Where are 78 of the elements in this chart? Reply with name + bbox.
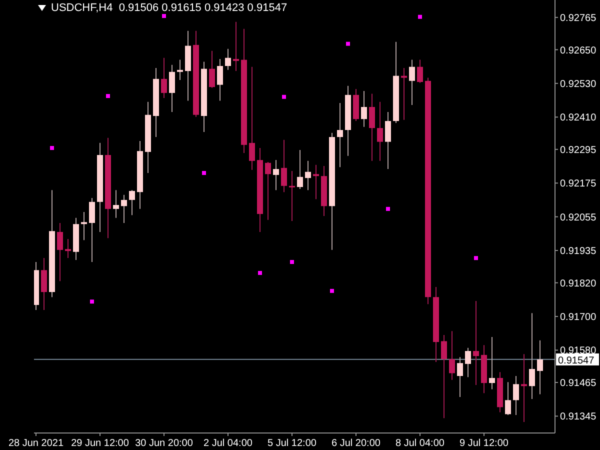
candlestick [377, 101, 383, 162]
candlestick [313, 164, 319, 200]
x-tick-label: 28 Jun 2021 [8, 438, 64, 449]
point [330, 288, 334, 293]
y-tick-label: 0.91465 [560, 378, 597, 390]
candlestick [65, 238, 71, 259]
candlestick [505, 382, 511, 416]
y-tick-label: 0.91700 [560, 312, 597, 324]
candlestick [297, 149, 303, 190]
candlestick [57, 222, 63, 282]
point [106, 94, 110, 98]
y-tick-label: 0.92530 [560, 78, 597, 90]
point [418, 14, 422, 19]
point [282, 94, 286, 99]
candlestick [305, 160, 311, 191]
y-tick-label: 0.92765 [560, 12, 597, 24]
candlestick [161, 57, 167, 98]
candlestick [249, 66, 255, 170]
candlestick [537, 340, 543, 395]
point [90, 300, 94, 304]
y-tick-label: 0.92055 [560, 212, 597, 224]
candlestick [361, 90, 367, 128]
x-tick-label: 29 Jun 12:00 [71, 438, 130, 449]
candlestick [169, 64, 175, 113]
candlestick [457, 356, 463, 398]
candlestick [281, 139, 287, 193]
candlestick [273, 160, 279, 191]
candlestick [369, 93, 375, 162]
candlestick [177, 59, 183, 81]
candlestick [89, 197, 95, 262]
candlestick [121, 194, 127, 224]
y-tick-label: 0.92410 [560, 112, 597, 124]
point [346, 42, 350, 46]
point [258, 270, 262, 275]
x-tick-label: 8 Jul 04:00 [396, 438, 445, 449]
candlestick [465, 347, 471, 378]
point [290, 260, 294, 264]
candlestick [225, 48, 231, 70]
candlestick [441, 334, 447, 419]
chart-title: USDCHF,H4 0.91506 0.91615 0.91423 0.91547 [51, 2, 288, 14]
candlestick [385, 112, 391, 170]
ref-line-label: 0.91547 [558, 355, 595, 366]
candlestick [489, 336, 495, 390]
candlestick [417, 59, 423, 84]
candlestick [513, 375, 519, 416]
candlestick [233, 21, 239, 72]
x-tick-label: 9 Jul 12:00 [460, 438, 509, 449]
candlestick [401, 67, 407, 120]
y-tick-label: 0.91345 [560, 412, 597, 423]
candlestick [409, 59, 415, 106]
point [202, 170, 206, 175]
y-tick-label: 0.91935 [560, 246, 597, 258]
candlestick [81, 212, 87, 241]
x-tick-label: 2 Jul 04:00 [204, 438, 253, 449]
candlestick [217, 58, 223, 102]
y-tick-label: 0.92175 [560, 178, 597, 190]
candlestick [473, 300, 479, 386]
point [50, 146, 54, 150]
y-tick-label: 0.92295 [560, 144, 597, 156]
x-tick-label: 5 Jul 12:00 [268, 438, 317, 449]
point [474, 256, 478, 260]
candlestick [337, 102, 343, 168]
candlestick [521, 354, 527, 423]
candlestick [449, 330, 455, 380]
candlestick [265, 162, 271, 220]
candlestick [529, 312, 535, 400]
point [162, 14, 166, 18]
candlestick [113, 190, 119, 218]
candlestick [289, 170, 295, 222]
x-tick-label: 30 Jun 20:00 [135, 438, 194, 449]
candlestick [41, 258, 47, 311]
y-tick-label: 0.92650 [560, 45, 597, 56]
y-tick-label: 0.91580 [560, 346, 597, 357]
point [386, 206, 390, 211]
y-tick-label: 0.91820 [560, 278, 597, 290]
x-tick-label: 6 Jul 20:00 [332, 438, 381, 449]
candlestick [209, 50, 215, 88]
candlestick [129, 190, 135, 216]
